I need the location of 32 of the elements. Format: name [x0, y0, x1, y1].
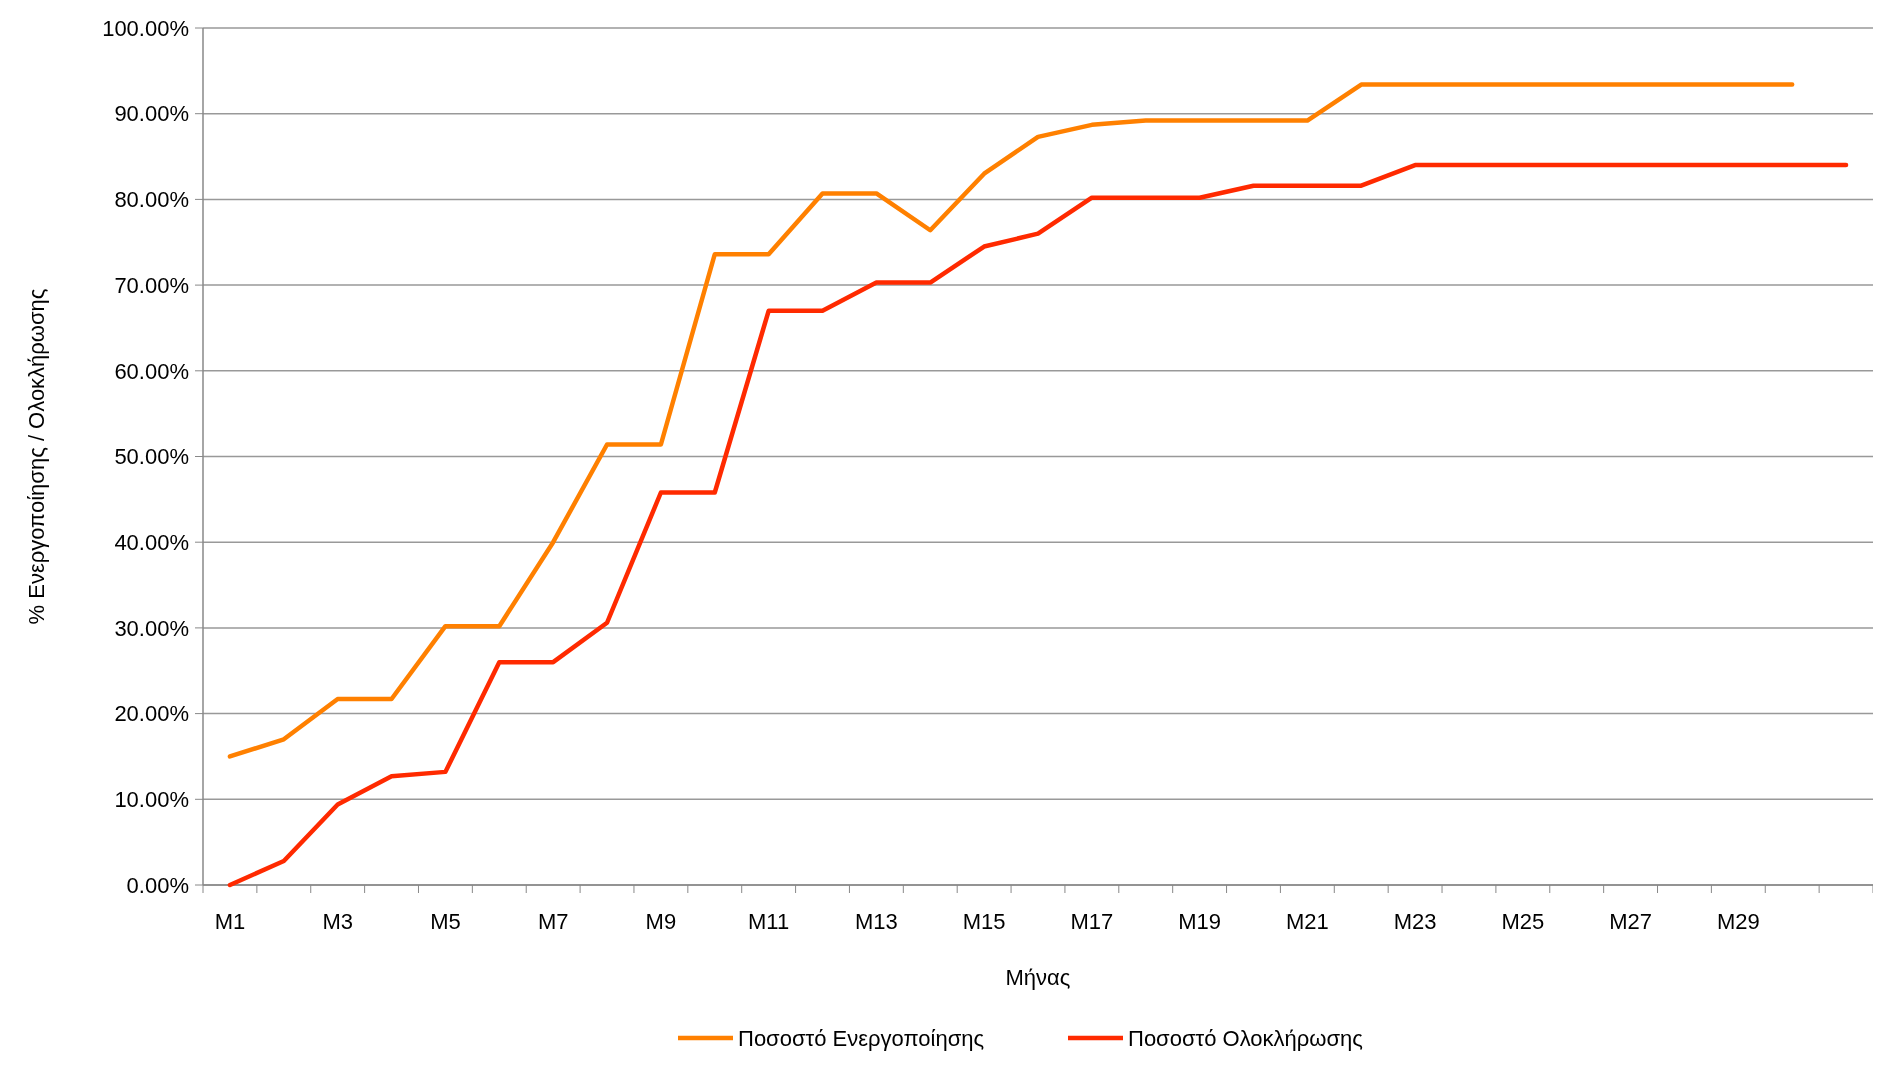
x-tick-label: M21	[1285, 909, 1329, 934]
y-tick-label: 30.00%	[114, 615, 189, 641]
y-tick-label: 100.00%	[102, 15, 189, 41]
y-tick-label: 20.00%	[114, 701, 189, 727]
y-axis-title: % Ενεργοποίησης / Ολοκλήρωσης	[24, 288, 49, 625]
x-tick-label: M25	[1501, 909, 1545, 934]
y-tick-label: 90.00%	[114, 101, 189, 127]
y-tick-label: 0.00%	[126, 872, 189, 898]
x-tick-label: M17	[1070, 909, 1114, 934]
x-tick-label: M13	[854, 909, 898, 934]
x-tick-label: M1	[214, 909, 246, 934]
x-tick-label: M5	[430, 909, 461, 934]
legend-label: Ποσοστό Ενεργοποίησης	[738, 1026, 985, 1051]
x-tick-label: M15	[962, 909, 1006, 934]
x-tick-label: M7	[537, 909, 569, 934]
x-tick-label: M9	[645, 909, 677, 934]
y-tick-label: 50.00%	[114, 444, 189, 470]
line-series	[227, 162, 1849, 888]
legend-label: Ποσοστό Ολοκλήρωσης	[1128, 1026, 1363, 1051]
x-tick-label: M11	[748, 909, 790, 934]
y-tick-label: 60.00%	[114, 358, 189, 384]
x-tick-label: M3	[322, 909, 353, 934]
x-tick-label: M29	[1716, 909, 1760, 934]
y-tick-label: 80.00%	[114, 187, 189, 213]
y-tick-label: 10.00%	[114, 787, 189, 812]
x-tick-label: M23	[1393, 909, 1437, 934]
x-tick-label: M27	[1609, 909, 1652, 934]
x-tick-label: M19	[1178, 909, 1222, 934]
x-axis-title: Μήνας	[1005, 965, 1071, 990]
line-series	[227, 82, 1795, 759]
y-tick-label: 40.00%	[114, 529, 189, 555]
y-tick-label: 70.00%	[114, 272, 189, 298]
